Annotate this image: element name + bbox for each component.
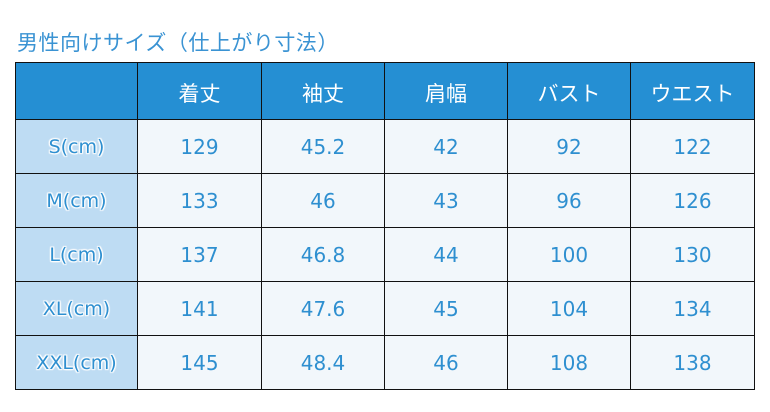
table-cell: 134 [630, 281, 755, 336]
row-label: M(cm) [15, 173, 138, 228]
table-cell: 48.4 [261, 335, 385, 390]
table-cell: 46 [261, 173, 385, 228]
table-row: L(cm) 137 46.8 44 100 130 [15, 227, 755, 282]
header-row: 着丈 袖丈 肩幅 バスト ウエスト [15, 62, 755, 120]
page-title: 男性向けサイズ（仕上がり寸法） [17, 31, 339, 55]
table-row: XXL(cm) 145 48.4 46 108 138 [15, 335, 755, 390]
table-cell: 145 [137, 335, 262, 390]
header-cell-length: 着丈 [137, 62, 262, 120]
header-cell-empty [15, 62, 138, 120]
header-cell-sleeve: 袖丈 [261, 62, 385, 120]
table-cell: 130 [630, 227, 755, 282]
table-cell: 42 [384, 119, 508, 174]
header-cell-waist: ウエスト [630, 62, 755, 120]
table-cell: 45.2 [261, 119, 385, 174]
table-cell: 100 [507, 227, 631, 282]
row-label: L(cm) [15, 227, 138, 282]
table-cell: 133 [137, 173, 262, 228]
table-row: S(cm) 129 45.2 42 92 122 [15, 119, 755, 174]
size-table: 着丈 袖丈 肩幅 バスト ウエスト S(cm) 129 45.2 42 92 122 M(c… [15, 62, 755, 390]
table-cell: 141 [137, 281, 262, 336]
table-cell: 104 [507, 281, 631, 336]
table-row: XL(cm) 141 47.6 45 104 134 [15, 281, 755, 336]
table-cell: 96 [507, 173, 631, 228]
table-cell: 108 [507, 335, 631, 390]
table-cell: 46.8 [261, 227, 385, 282]
table-cell: 45 [384, 281, 508, 336]
row-label: XXL(cm) [15, 335, 138, 390]
table-row: M(cm) 133 46 43 96 126 [15, 173, 755, 228]
header-cell-bust: バスト [507, 62, 631, 120]
table-cell: 46 [384, 335, 508, 390]
table-cell: 122 [630, 119, 755, 174]
table-cell: 43 [384, 173, 508, 228]
table-cell: 137 [137, 227, 262, 282]
table-cell: 126 [630, 173, 755, 228]
table-cell: 129 [137, 119, 262, 174]
table-cell: 47.6 [261, 281, 385, 336]
header-cell-shoulder: 肩幅 [384, 62, 508, 120]
table-cell: 138 [630, 335, 755, 390]
row-label: XL(cm) [15, 281, 138, 336]
row-label: S(cm) [15, 119, 138, 174]
table-cell: 92 [507, 119, 631, 174]
table-cell: 44 [384, 227, 508, 282]
